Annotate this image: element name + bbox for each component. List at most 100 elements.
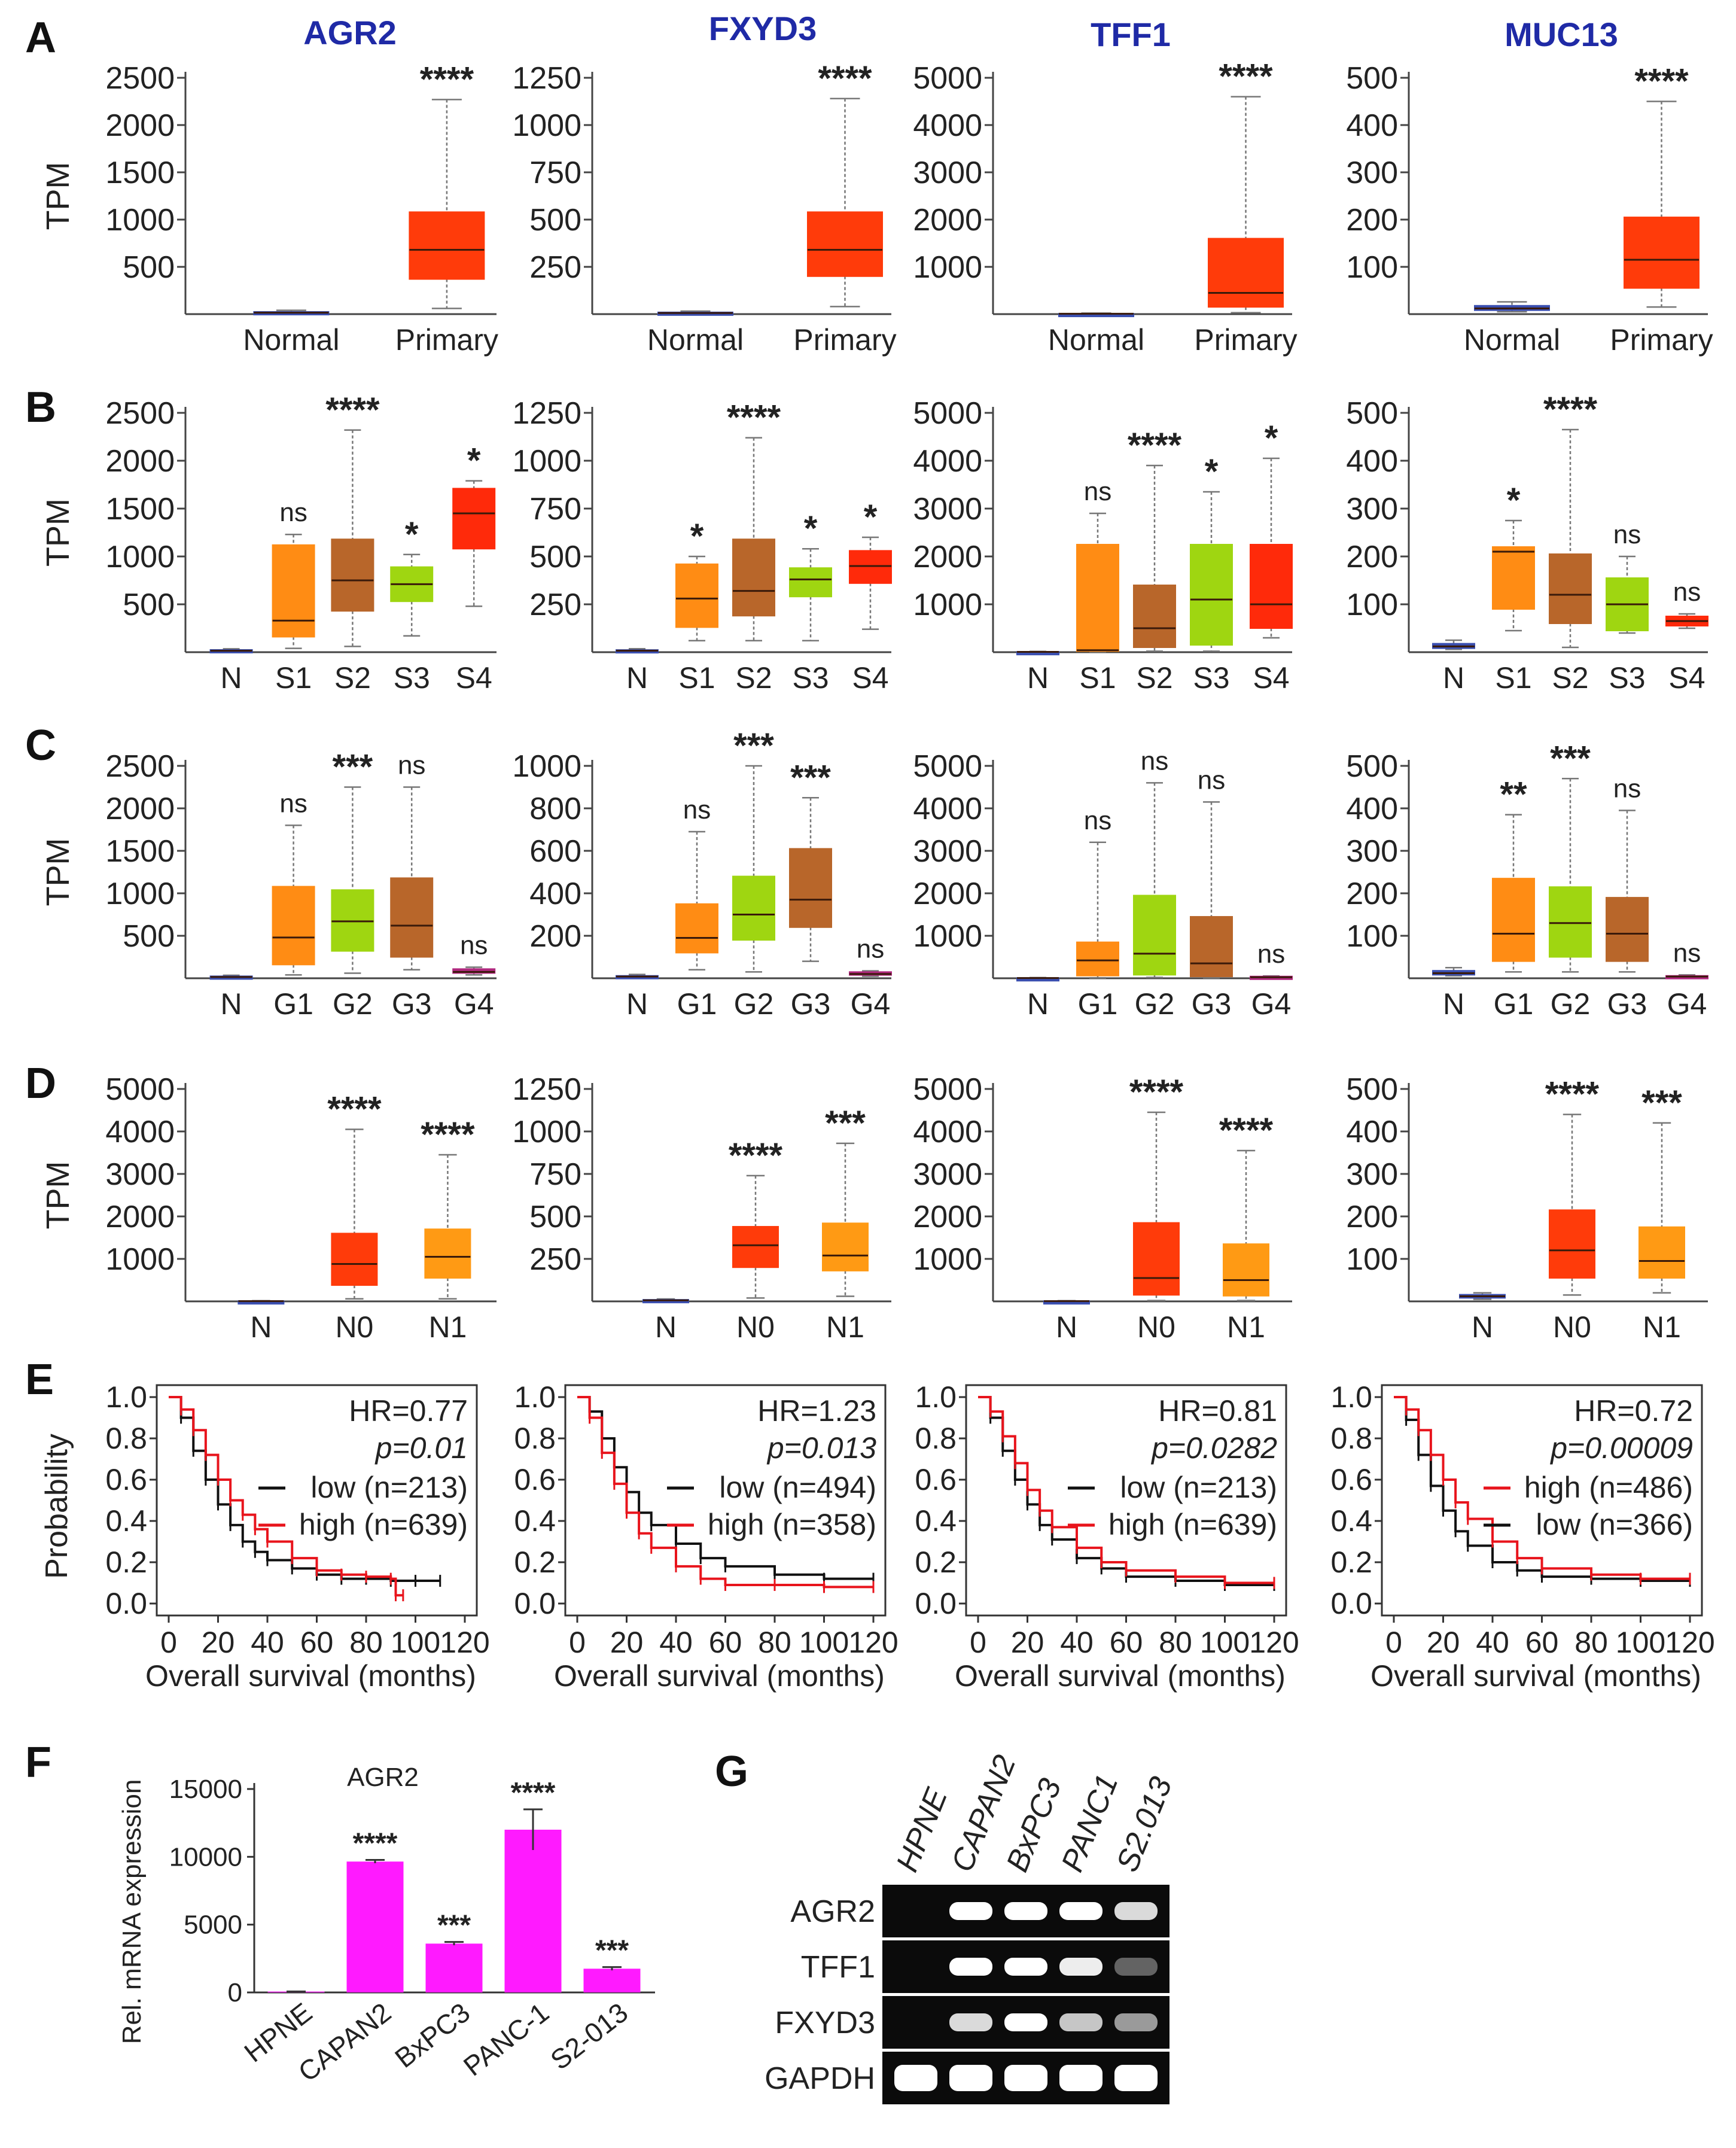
x-tick-label: S4 [456,661,492,695]
x-tick-label: N1 [1227,1310,1265,1344]
significance-label: ns [279,498,307,527]
significance-label: ns [1673,938,1701,967]
significance-label: **** [1543,390,1598,429]
x-tick-label: N [221,661,242,695]
y-tick-label: 1250 [512,61,581,96]
x-tick-label: S3 [1193,661,1229,695]
y-tick-label: 1500 [105,492,175,527]
x-tick-label: 120 [1249,1626,1299,1659]
y-axis-label: Probability [39,1434,74,1579]
box-s3 [1190,544,1233,646]
significance-label: *** [733,726,774,765]
x-tick-label: Normal [243,323,339,357]
y-tick-label: 200 [1346,540,1398,574]
gel-band [1004,1902,1047,1920]
box-n0 [331,1233,378,1286]
y-tick-label: 4000 [913,444,982,479]
y-tick-label: 1000 [105,540,175,574]
x-tick-label: 20 [610,1626,644,1659]
boxplot-panel-b-3: 1000 2000 3000 4000 5000 N S1 ns S2 **** S3 * S4 * [913,396,1293,695]
x-tick-label: Normal [1048,323,1144,357]
y-tick-label: 0.6 [105,1463,147,1496]
box-s2 [1549,553,1592,624]
x-tick-label: N [655,1310,677,1344]
bar-bxpc3 [425,1943,483,1992]
box-s4 [452,488,496,550]
y-tick-label: 400 [1346,792,1398,826]
x-tick-label: S4 [1253,661,1289,695]
legend-label: low (n=213) [310,1471,468,1504]
km-curve-high [169,1396,403,1597]
box-s4 [1250,544,1293,629]
significance-label: **** [1129,1073,1184,1112]
significance-label: **** [1545,1075,1600,1114]
y-tick-label: 300 [1346,492,1398,527]
x-tick-label: 60 [300,1626,334,1659]
y-tick-label: 750 [529,492,581,527]
significance-label: * [1205,452,1219,491]
x-tick-label: S1 [275,661,312,695]
x-tick-label: G1 [1494,987,1534,1021]
x-tick-label: G4 [1667,987,1707,1021]
y-tick-label: 1000 [512,444,581,479]
box-g2 [1133,895,1176,976]
significance-label: ns [1141,746,1168,775]
significance-label: **** [421,1115,475,1154]
significance-label: * [1507,481,1521,520]
gel-band [1004,1958,1047,1976]
y-tick-label: 400 [1346,108,1398,143]
y-tick-label: 1000 [105,203,175,238]
x-tick-label: S3 [1609,661,1645,695]
y-tick-label: 2000 [105,108,175,143]
y-tick-label: 500 [123,588,175,622]
y-tick-label: 1250 [512,1072,581,1107]
x-tick-label: G2 [734,987,774,1021]
significance-label: ns [1084,806,1111,835]
km-plot-1: 0.0 0.2 0.4 0.6 0.8 1.0 0 20 40 60 80 100 120Overall… [39,1380,490,1693]
significance-label: *** [790,758,831,797]
gel-band [1114,2065,1158,2091]
x-tick-label: S2 [334,661,371,695]
gene-row-label: GAPDH [765,2061,875,2096]
box-primary [1624,217,1700,289]
hazard-ratio: HR=0.77 [349,1394,468,1428]
y-tick-label: 2000 [105,1200,175,1234]
gel-band [1059,2013,1102,2031]
significance-label: **** [327,1090,382,1128]
box-s4 [849,550,892,584]
box-g1 [272,886,315,966]
box-primary [409,211,485,280]
y-tick-label: 300 [1346,834,1398,869]
y-tick-label: 2000 [913,203,982,238]
x-tick-label: N0 [736,1310,775,1344]
gel-band [1059,1958,1102,1976]
x-tick-label: 20 [1011,1626,1044,1659]
significance-label: ns [1673,577,1701,607]
x-tick-label: S3 [394,661,430,695]
y-tick-label: 5000 [913,396,982,431]
box-g3 [789,848,832,928]
y-tick-label: 1000 [512,1115,581,1149]
p-value: p=0.00009 [1549,1431,1693,1465]
boxplot-panel-d-2: 250 500 750 1000 1250 N N0 **** N1 *** [512,1072,891,1344]
x-tick-label: G4 [851,987,891,1021]
significance-label: **** [729,1136,783,1175]
x-tick-label: 100 [391,1626,440,1659]
significance-label: ** [1500,775,1527,814]
y-tick-label: 500 [1346,396,1398,431]
y-tick-label: 250 [529,588,581,622]
gene-row-label: FXYD3 [775,2006,875,2040]
x-tick-label: 20 [202,1626,235,1659]
boxplot-panel-b-4: 100 200 300 400 500 N S1 * S2 **** S3 ns S4 ns [1346,390,1708,695]
y-tick-label: 1000 [512,108,581,143]
y-tick-label: 0.4 [915,1504,957,1538]
y-tick-label: 0.8 [105,1422,147,1455]
y-tick-label: 100 [1346,1242,1398,1277]
significance-label: *** [1641,1084,1682,1122]
x-tick-label: S4 [1668,661,1705,695]
x-tick-label: 120 [440,1626,489,1659]
y-tick-label: 0.0 [514,1587,556,1620]
y-tick-label: 0.8 [1330,1422,1372,1455]
x-tick-label: Normal [1464,323,1560,357]
